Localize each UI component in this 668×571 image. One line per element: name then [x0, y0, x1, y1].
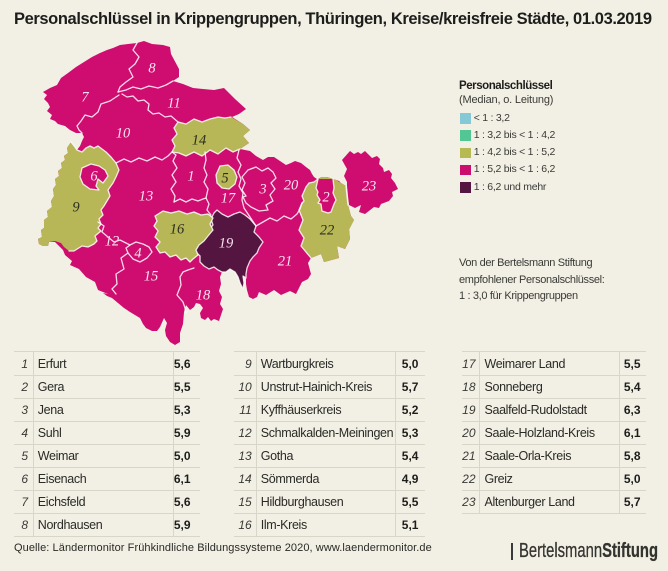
svg-text:18: 18 [196, 288, 211, 304]
svg-text:15: 15 [144, 269, 159, 285]
svg-text:10: 10 [116, 126, 131, 142]
svg-text:19: 19 [219, 236, 234, 252]
svg-text:5: 5 [221, 171, 228, 187]
svg-text:12: 12 [105, 234, 120, 250]
svg-text:1: 1 [187, 169, 194, 185]
svg-text:3: 3 [258, 182, 266, 198]
svg-text:2: 2 [322, 190, 329, 206]
svg-text:4: 4 [134, 246, 141, 262]
svg-text:16: 16 [170, 222, 185, 238]
svg-text:20: 20 [284, 178, 299, 194]
svg-text:8: 8 [148, 61, 156, 77]
svg-text:9: 9 [72, 200, 80, 216]
svg-text:11: 11 [167, 96, 180, 112]
svg-text:13: 13 [139, 189, 154, 205]
svg-text:6: 6 [90, 169, 98, 185]
svg-text:7: 7 [81, 90, 89, 106]
svg-text:17: 17 [221, 191, 236, 207]
svg-text:14: 14 [192, 133, 207, 149]
svg-text:23: 23 [362, 179, 377, 195]
svg-text:21: 21 [278, 254, 293, 270]
svg-text:22: 22 [320, 223, 335, 239]
